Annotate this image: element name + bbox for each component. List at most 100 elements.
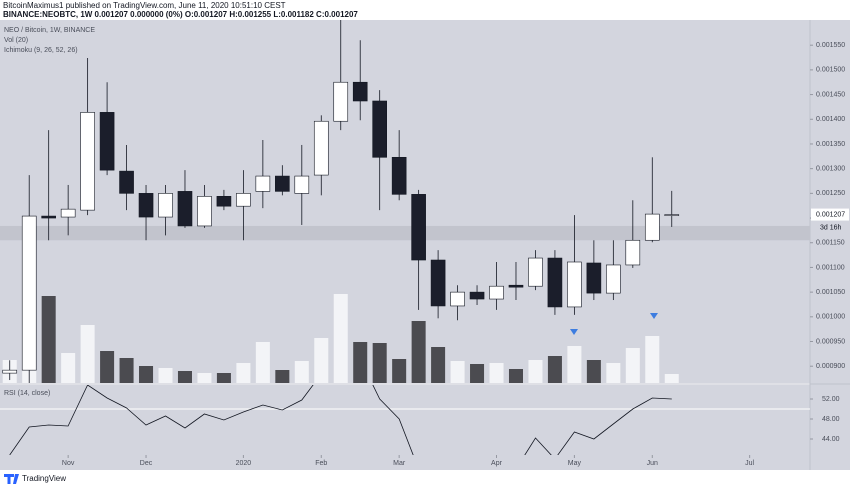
rsi-tick-label: 44.00 — [822, 436, 840, 443]
candle-body — [391, 156, 407, 195]
volume-bar — [450, 361, 465, 383]
candle-body — [21, 215, 37, 371]
candle-body — [430, 259, 446, 307]
volume-bar — [586, 360, 601, 383]
volume-bar — [567, 346, 582, 383]
volume-bar — [333, 294, 348, 383]
candle-body — [99, 112, 115, 171]
y-tick-label: 0.001400 — [816, 116, 845, 123]
volume-bar — [547, 356, 562, 383]
volume-bar — [275, 370, 290, 383]
volume-bar — [216, 373, 231, 383]
rsi-pane — [0, 385, 810, 455]
candle-body — [547, 257, 563, 308]
x-tick-label: Nov — [62, 460, 75, 467]
x-tick-label: Jul — [745, 460, 754, 467]
candle-body — [372, 100, 387, 158]
symbol-line: BINANCE:NEOBTC, 1W 0.001207 0.000000 (0%… — [3, 10, 358, 19]
candle-body — [275, 175, 290, 192]
logo-text: TradingView — [22, 474, 66, 483]
y-tick-label: 0.001450 — [816, 91, 845, 98]
candle-body — [333, 81, 349, 122]
candle-body — [294, 175, 310, 194]
volume-bar — [139, 366, 154, 383]
last-price-label: 0.001207 — [816, 211, 845, 218]
volume-bar — [508, 369, 523, 383]
y-tick-label: 0.000900 — [816, 363, 845, 370]
logo-icon — [4, 474, 19, 484]
x-tick-label: Mar — [393, 460, 406, 467]
candle-body — [119, 170, 134, 194]
volume-bar — [100, 351, 115, 383]
last-price-box — [811, 208, 849, 221]
candle-body — [508, 284, 524, 288]
candle-body — [664, 214, 680, 216]
main-pane — [0, 20, 810, 383]
candle-body — [197, 196, 212, 227]
author-line: BitcoinMaximus1 published on TradingView… — [3, 1, 286, 10]
candle-body — [255, 175, 271, 192]
volume-bar — [645, 336, 660, 383]
marker — [650, 313, 658, 319]
candle-body — [586, 262, 602, 294]
volume-bar — [528, 360, 543, 383]
candle-body — [625, 239, 641, 266]
volume-bar — [353, 342, 368, 383]
candle-body — [411, 194, 426, 261]
candle-body — [41, 215, 56, 219]
candle-body — [236, 193, 251, 207]
x-tick-label: 2020 — [236, 460, 252, 467]
series-title: NEO / Bitcoin, 1W, BINANCE — [4, 27, 95, 34]
y-tick-label: 0.000950 — [816, 338, 845, 345]
y-tick-label: 0.001350 — [816, 141, 845, 148]
price-axis — [810, 20, 850, 470]
candle-body — [313, 120, 329, 176]
rsi-tick-label: 48.00 — [822, 416, 840, 423]
candle-body — [138, 193, 154, 218]
volume-bar — [372, 343, 387, 383]
volume-bar — [236, 363, 251, 383]
candle-body — [177, 191, 193, 227]
rsi-line — [9, 385, 672, 455]
y-tick-label: 0.001000 — [816, 314, 845, 321]
x-tick-label: Feb — [315, 460, 327, 467]
candle-body — [567, 261, 582, 308]
y-tick-label: 0.001050 — [816, 289, 845, 296]
volume-bar — [61, 353, 76, 383]
rsi-title: RSI (14, close) — [4, 390, 50, 397]
volume-bar — [664, 374, 679, 383]
support-zone — [0, 225, 810, 241]
candle-body — [644, 213, 660, 241]
main-layer — [0, 20, 810, 383]
candle-body — [158, 193, 173, 218]
volume-title: Vol (20) — [4, 37, 28, 44]
volume-bar — [255, 342, 270, 383]
candle-body — [80, 112, 95, 211]
countdown: 3d 16h — [820, 224, 842, 231]
y-tick-label: 0.001500 — [816, 67, 845, 74]
overlay: NEO / Bitcoin, 1W, BINANCE Vol (20) Ichi… — [4, 27, 849, 484]
volume-bar — [177, 371, 192, 383]
rsi-tick-label: 52.00 — [822, 396, 840, 403]
candle-body — [352, 81, 368, 102]
rsi-layer — [0, 385, 810, 455]
candle-body — [450, 291, 465, 307]
volume-bar — [197, 373, 212, 383]
volume-bar — [431, 347, 446, 383]
volume-bar — [41, 296, 56, 383]
y-tick-label: 0.001550 — [816, 42, 845, 49]
candle-body — [216, 196, 232, 207]
volume-bar — [470, 364, 485, 383]
candle-body — [489, 285, 504, 300]
x-tick-label: Jun — [647, 460, 658, 467]
volume-bar — [606, 363, 621, 383]
x-tick-label: Dec — [140, 460, 153, 467]
volume-bar — [625, 348, 640, 383]
volume-bar — [119, 358, 134, 383]
volume-bar — [411, 321, 426, 383]
volume-bar — [158, 368, 173, 383]
candle-body — [606, 264, 621, 294]
volume-bar — [80, 325, 95, 383]
candle-body — [2, 369, 18, 374]
